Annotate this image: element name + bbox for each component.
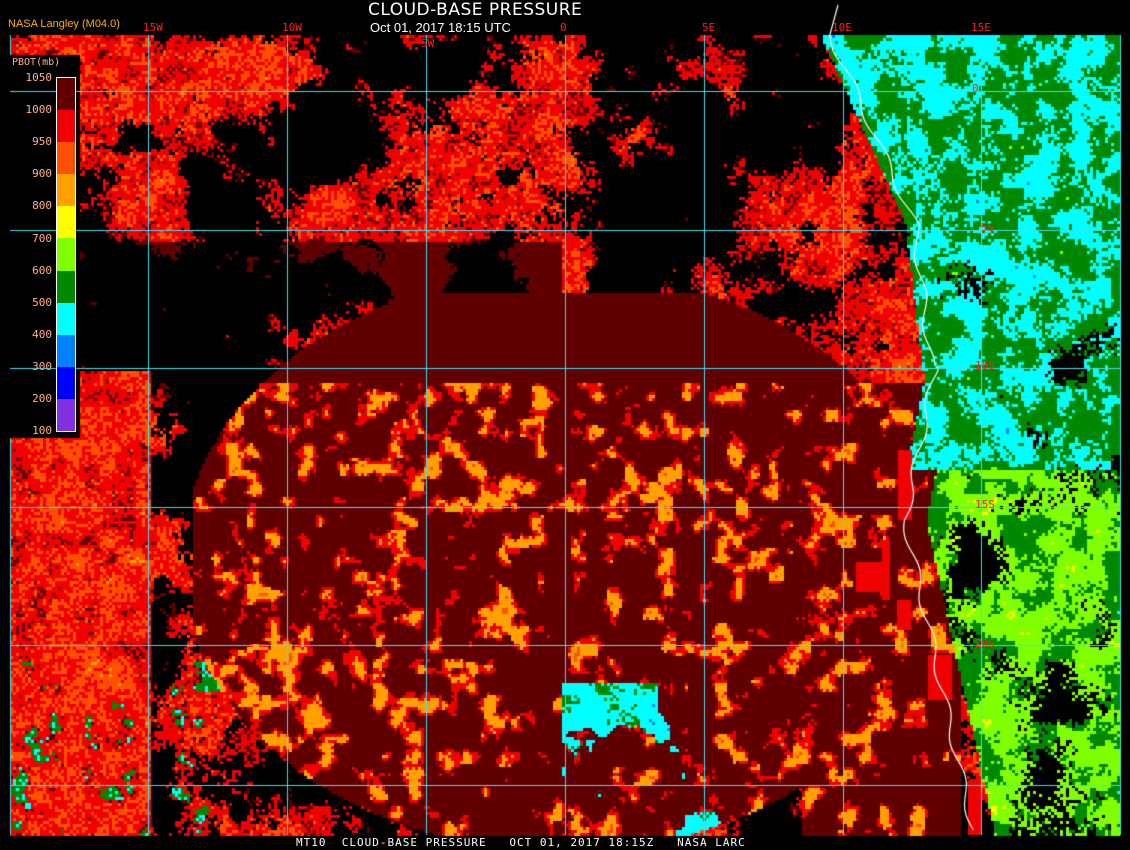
lon-label: 0 [560,21,567,34]
lon-label: 15W [143,21,163,34]
credit-label: NASA Langley (M04.0) [8,18,120,30]
legend-swatch [57,238,75,271]
map-timestamp: Oct 01, 2017 18:15 UTC [370,20,511,35]
lon-label: 15E [971,21,991,34]
lon-label: 10W [282,21,302,34]
legend-swatch [57,206,75,239]
legend-colorbar [56,77,76,432]
footer-caption: MT10 CLOUD-BASE PRESSURE OCT 01, 2017 18… [296,836,746,849]
legend-tick-label: 800 [32,199,52,213]
legend-tick-label: 200 [32,392,52,405]
legend-tick-label: 100 [32,424,52,438]
legend-tick-label: 1050 [25,71,53,84]
legend-swatch [57,142,75,175]
lat-label: 10S [975,359,995,372]
legend-tick-label: 500 [32,295,52,309]
lon-label: 5W [421,37,435,50]
map-title: CLOUD-BASE PRESSURE [368,0,583,20]
legend-swatch [57,302,75,335]
lon-label: 10E [832,21,852,34]
legend-swatch [57,270,75,303]
lat-label: 15S [975,498,995,511]
legend-swatch [57,334,75,367]
lat-label: 20S [975,637,995,650]
legend-swatch [57,78,75,111]
legend-tick-label: 950 [32,135,52,149]
legend-tick-label: 600 [32,263,52,277]
legend-tick-label: 1000 [25,103,53,117]
legend-swatch [57,398,75,432]
lat-label: 5S [981,221,995,234]
legend-tick-label: 400 [32,327,52,341]
legend-title: PBOT(mb) [12,57,61,68]
legend-tick-label: 300 [32,359,52,373]
lat-label: 0 [972,82,979,95]
legend-tick-label: 700 [32,231,52,245]
legend-swatch [57,110,75,143]
lon-label: 5E [702,21,716,34]
legend-swatch [57,366,75,399]
legend-tick-label: 900 [32,167,52,181]
legend-swatch [57,174,75,207]
